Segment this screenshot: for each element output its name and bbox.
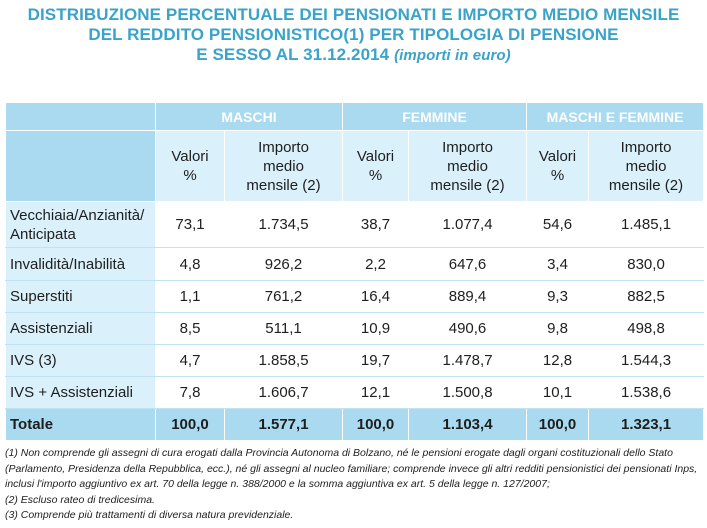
table-row: Invalidità/Inabilità 4,8 926,2 2,2 647,6… (5, 247, 705, 281)
table-row: IVS (3) 4,7 1.858,5 19,7 1.478,7 12,8 1.… (5, 344, 705, 377)
corner-cell (5, 102, 156, 131)
table-title: DISTRIBUZIONE PERCENTUALE DEI PENSIONATI… (0, 0, 707, 66)
total-cell: 100,0 (155, 408, 225, 441)
table-cell: 38,7 (342, 201, 410, 248)
table-cell: 9,8 (526, 312, 590, 345)
table-cell: 12,8 (526, 344, 590, 377)
table-cell: 1.077,4 (408, 201, 528, 248)
subheader-valori: Valori% (155, 130, 225, 202)
total-label: Totale (5, 408, 156, 441)
table-cell: 1.606,7 (223, 376, 344, 409)
table-cell: 4,7 (155, 344, 225, 377)
title-line-2: DEL REDDITO PENSIONISTICO(1) PER TIPOLOG… (88, 25, 619, 44)
subheader-importo: Importo medio mensile (2) (408, 130, 528, 202)
table-cell: 1.734,5 (223, 201, 344, 248)
table-cell: 73,1 (155, 201, 225, 248)
footnote-1: (1) Non comprende gli assegni di cura er… (5, 447, 698, 490)
pension-table: MASCHI FEMMINE MASCHI E FEMMINE Valori% … (5, 102, 705, 441)
table-row: Vecchiaia/Anzianità/Anticipata 73,1 1.73… (5, 201, 705, 248)
footnotes: (1) Non comprende gli assegni di cura er… (5, 446, 703, 524)
group-header-totale: MASCHI E FEMMINE (526, 102, 705, 131)
group-header-maschi: MASCHI (154, 102, 344, 131)
table-cell: 1.544,3 (588, 344, 705, 377)
table-cell: 54,6 (526, 201, 590, 248)
table-cell: 7,8 (155, 376, 225, 409)
row-label: IVS (3) (5, 344, 156, 377)
table-cell: 889,4 (408, 280, 528, 313)
title-date: E SESSO AL 31.12.2014 (196, 45, 390, 64)
table-cell: 490,6 (408, 312, 528, 345)
subheader-row: Valori% Importo medio mensile (2) Valori% … (5, 130, 705, 202)
title-line-1: DISTRIBUZIONE PERCENTUALE DEI PENSIONATI… (27, 5, 680, 24)
group-header-row: MASCHI FEMMINE MASCHI E FEMMINE (5, 102, 705, 131)
table-cell: 19,7 (342, 344, 410, 377)
total-cell: 1.577,1 (223, 408, 344, 441)
table-cell: 761,2 (223, 280, 344, 313)
table-cell: 647,6 (408, 247, 528, 281)
table-cell: 498,8 (588, 312, 705, 345)
total-cell: 100,0 (526, 408, 590, 441)
table-cell: 882,5 (588, 280, 705, 313)
table-cell: 16,4 (342, 280, 410, 313)
total-cell: 1.103,4 (408, 408, 528, 441)
row-label: IVS + Assistenziali (5, 376, 156, 409)
footnote-2: (2) Escluso rateo di tredicesima. (5, 493, 155, 506)
table-cell: 3,4 (526, 247, 590, 281)
title-unit: (importi in euro) (394, 47, 511, 64)
subheader-valori: Valori% (526, 130, 590, 202)
total-cell: 100,0 (342, 408, 410, 441)
table-cell: 1.858,5 (223, 344, 344, 377)
total-row: Totale 100,0 1.577,1 100,0 1.103,4 100,0… (5, 408, 705, 441)
table-cell: 10,9 (342, 312, 410, 345)
table-cell: 8,5 (155, 312, 225, 345)
subheader-valori: Valori% (342, 130, 410, 202)
table-cell: 4,8 (155, 247, 225, 281)
table-cell: 12,1 (342, 376, 410, 409)
table-cell: 1.478,7 (408, 344, 528, 377)
row-label: Invalidità/Inabilità (5, 247, 156, 281)
table-row: IVS + Assistenziali 7,8 1.606,7 12,1 1.5… (5, 376, 705, 409)
table-cell: 926,2 (223, 247, 344, 281)
group-header-femmine: FEMMINE (342, 102, 528, 131)
table-row: Assistenziali 8,5 511,1 10,9 490,6 9,8 4… (5, 312, 705, 345)
table-cell: 511,1 (223, 312, 344, 345)
subheader-importo: Importo medio mensile (2) (588, 130, 705, 202)
row-label: Superstiti (5, 280, 156, 313)
table-cell: 830,0 (588, 247, 705, 281)
row-label: Assistenziali (5, 312, 156, 345)
footnote-3: (3) Comprende più trattamenti di diversa… (5, 509, 294, 521)
table-cell: 10,1 (526, 376, 590, 409)
subheader-importo: Importo medio mensile (2) (223, 130, 344, 202)
table-cell: 1,1 (155, 280, 225, 313)
table-row: Superstiti 1,1 761,2 16,4 889,4 9,3 882,… (5, 280, 705, 313)
table-cell: 1.538,6 (588, 376, 705, 409)
corner-cell (5, 130, 156, 202)
total-cell: 1.323,1 (588, 408, 705, 441)
table-cell: 9,3 (526, 280, 590, 313)
row-label: Vecchiaia/Anzianità/Anticipata (5, 201, 156, 248)
table-cell: 1.485,1 (588, 201, 705, 248)
title-line-3: E SESSO AL 31.12.2014 (importi in euro) (0, 45, 707, 66)
table-cell: 1.500,8 (408, 376, 528, 409)
table-cell: 2,2 (342, 247, 410, 281)
